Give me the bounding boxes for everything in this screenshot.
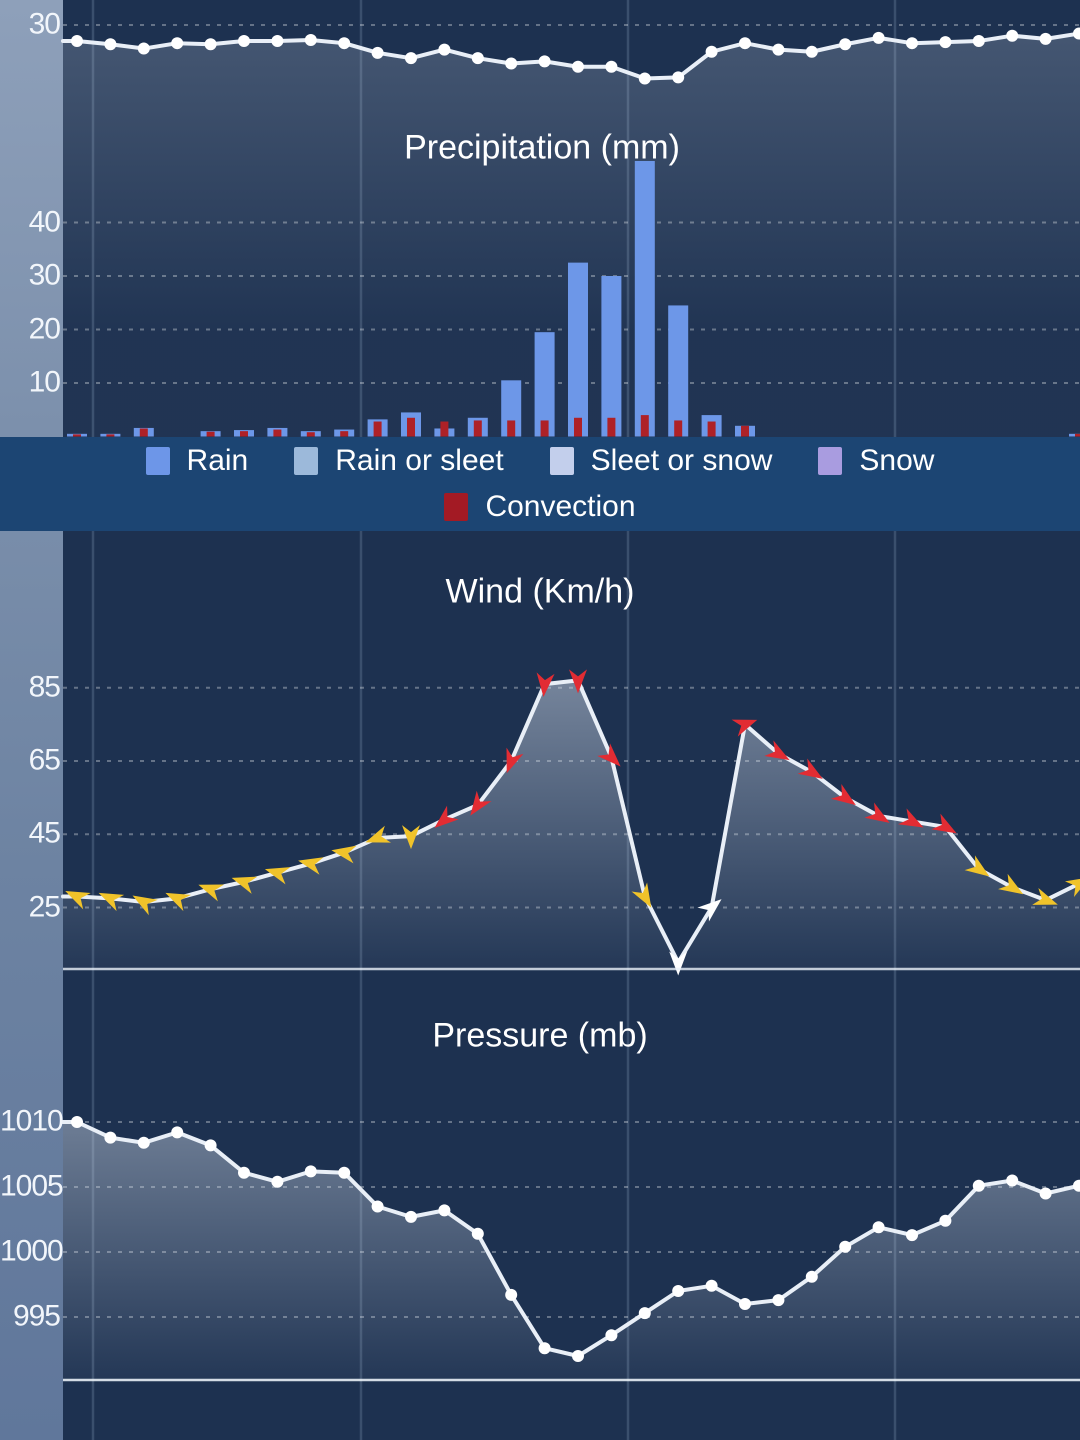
axis-tick-label: 1000 [0, 1234, 64, 1268]
axis-tick-label: 45 [28, 816, 61, 850]
wind-title: Wind (Km/h) [445, 572, 635, 611]
legend-item-rain-or-sleet: Rain or sleet [294, 444, 504, 478]
rain-swatch-icon [145, 447, 170, 475]
legend-item-convection: Convection [444, 490, 636, 524]
legend-item-rain: Rain [145, 444, 249, 478]
axis-tick-label: 995 [12, 1299, 61, 1333]
rain-or-sleet-swatch-icon [294, 447, 319, 475]
axis-tick-label: 65 [28, 743, 61, 777]
precipitation-title: Precipitation (mm) [404, 128, 680, 167]
snow-swatch-icon [818, 447, 843, 475]
axis-tick-label: 1005 [0, 1169, 64, 1203]
legend-item-sleet-or-snow: Sleet or snow [549, 444, 773, 478]
sleet-or-snow-swatch-icon [549, 447, 574, 475]
axis-tick-label: 1010 [0, 1104, 64, 1138]
legend-row-2: Convection [0, 490, 1080, 524]
legend-label: Rain [186, 444, 249, 477]
convection-swatch-icon [444, 493, 469, 521]
axis-tick-label: 20 [28, 311, 61, 345]
legend-row-1: Rain Rain or sleet Sleet or snow Snow [0, 444, 1080, 478]
axis-tick-label: 85 [28, 670, 61, 704]
legend-label: Sleet or snow [590, 444, 773, 477]
axis-tick-label: 30 [28, 258, 61, 292]
precipitation-legend: Rain Rain or sleet Sleet or snow Snow Co… [0, 437, 1080, 531]
axis-tick-label: 30 [28, 7, 61, 41]
axis-tick-label: 40 [28, 204, 61, 238]
axis-gutter [0, 0, 63, 1440]
axis-tick-label: 10 [28, 365, 61, 399]
legend-label: Rain or sleet [335, 444, 504, 477]
legend-item-snow: Snow [818, 444, 934, 478]
legend-label: Convection [485, 490, 636, 523]
axis-tick-label: 25 [28, 889, 61, 923]
pressure-title: Pressure (mb) [432, 1016, 648, 1055]
legend-label: Snow [859, 444, 935, 477]
